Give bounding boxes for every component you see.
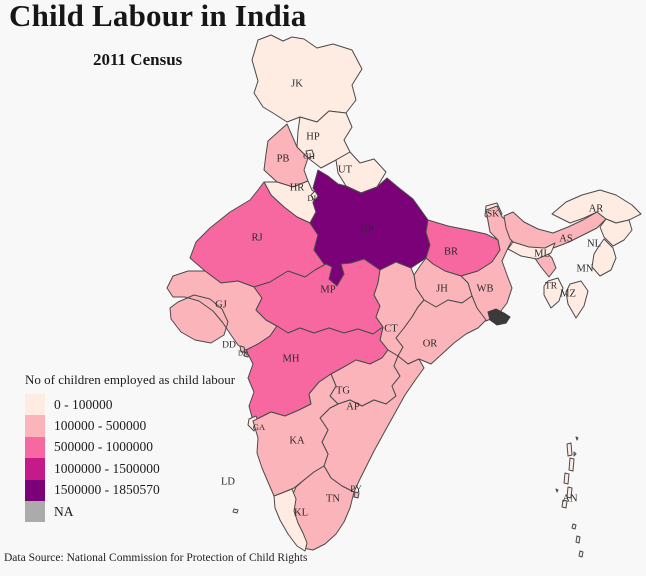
state-label-ga: GA bbox=[253, 422, 266, 432]
state-ch bbox=[305, 149, 315, 159]
legend-row-4: 1500000 - 1850570 bbox=[25, 479, 160, 501]
legend-swatch-3 bbox=[25, 458, 45, 480]
legend-label-4: 1500000 - 1850570 bbox=[54, 482, 160, 498]
state-label-pb: PB bbox=[277, 154, 290, 165]
state-ut bbox=[335, 151, 387, 194]
legend-swatch-5 bbox=[25, 500, 45, 523]
state-label-ml: ML bbox=[534, 249, 550, 260]
state-label-rj: RJ bbox=[251, 233, 262, 244]
state-label-ld: LD bbox=[221, 477, 235, 488]
state-label-ap: AP bbox=[346, 402, 360, 413]
state-an bbox=[555, 436, 584, 558]
legend-label-3: 1000000 - 1500000 bbox=[54, 460, 160, 476]
state-label-ch: CH bbox=[303, 151, 315, 161]
state-label-dd: DD bbox=[222, 340, 236, 350]
state-label-ct: CT bbox=[384, 324, 398, 335]
legend-label-0: 0 - 100000 bbox=[54, 396, 113, 412]
legend-label-5: NA bbox=[54, 503, 74, 519]
state-label-jk: JK bbox=[291, 79, 303, 90]
state-label-tr: TR bbox=[545, 281, 558, 291]
state-label-gj: GJ bbox=[215, 300, 227, 311]
legend-swatch-2 bbox=[25, 436, 45, 459]
legend-label-1: 100000 - 500000 bbox=[54, 418, 147, 434]
state-nl bbox=[599, 218, 633, 247]
state-label-an: AN bbox=[562, 494, 578, 505]
state-label-kl: KL bbox=[294, 508, 308, 519]
state-label-mp: MP bbox=[320, 285, 335, 296]
legend-label-2: 500000 - 1000000 bbox=[54, 439, 153, 455]
state-ld bbox=[232, 508, 239, 514]
legend-swatch-4 bbox=[25, 479, 45, 501]
state-ka bbox=[252, 373, 339, 497]
state-mn bbox=[591, 238, 617, 277]
state-label-mh: MH bbox=[283, 354, 300, 365]
legend-row-3: 1000000 - 1500000 bbox=[25, 458, 160, 480]
state-label-ka: KA bbox=[289, 436, 305, 447]
page-title: Child Labour in India bbox=[9, 0, 307, 33]
state-label-hp: HP bbox=[306, 132, 320, 143]
legend-row-2: 500000 - 1000000 bbox=[25, 436, 160, 459]
legend-swatch-0 bbox=[25, 394, 45, 416]
state-jk bbox=[251, 34, 363, 123]
state-label-dn: DN bbox=[238, 349, 248, 357]
state-gj bbox=[166, 270, 278, 351]
state-label-nl: NL bbox=[587, 239, 601, 250]
state-mz bbox=[565, 280, 589, 319]
sundarbans-delta bbox=[487, 308, 511, 326]
legend-title: No of children employed as child labour bbox=[25, 372, 236, 387]
state-label-or: OR bbox=[423, 339, 438, 350]
state-label-jh: JH bbox=[436, 284, 448, 295]
legend-row-0: 0 - 100000 bbox=[25, 394, 160, 416]
state-label-dl: DL bbox=[307, 193, 318, 203]
state-label-as: AS bbox=[559, 234, 573, 245]
state-label-mn: MN bbox=[577, 264, 594, 275]
state-label-up: UP bbox=[360, 225, 374, 236]
state-label-ut: UT bbox=[338, 165, 353, 176]
source-note: Data Source: National Commission for Pro… bbox=[4, 552, 308, 564]
state-label-tg: TG bbox=[336, 386, 350, 397]
state-label-ar: AR bbox=[589, 204, 604, 215]
state-label-sk: SK bbox=[487, 209, 499, 219]
state-label-br: BR bbox=[444, 247, 458, 258]
state-kl bbox=[273, 488, 308, 552]
state-py bbox=[353, 491, 360, 499]
state-ar bbox=[551, 189, 642, 224]
state-tr bbox=[543, 277, 564, 309]
state-label-mz: MZ bbox=[560, 289, 576, 300]
legend-swatch-1 bbox=[25, 415, 45, 437]
state-label-wb: WB bbox=[477, 284, 494, 295]
state-label-tn: TN bbox=[326, 494, 340, 505]
legend-row-5: NA bbox=[25, 500, 160, 523]
subtitle: 2011 Census bbox=[93, 50, 183, 69]
state-label-hr: HR bbox=[290, 183, 305, 194]
state-ml bbox=[507, 241, 556, 260]
legend-row-1: 100000 - 500000 bbox=[25, 415, 160, 437]
state-label-py: PY bbox=[350, 484, 362, 494]
legend: 0 - 100000 100000 - 500000 500000 - 100000… bbox=[25, 394, 160, 523]
state-or bbox=[395, 295, 487, 365]
